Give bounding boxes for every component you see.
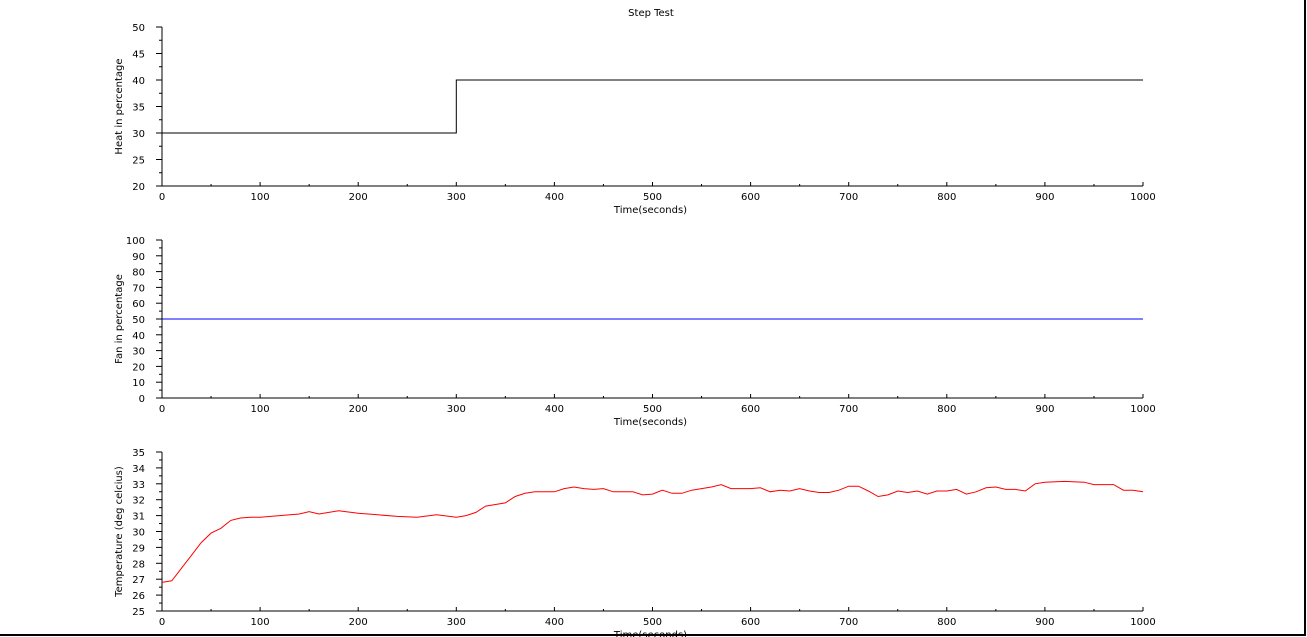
y-tick-label: 50 bbox=[132, 23, 145, 34]
y-tick-label: 26 bbox=[132, 591, 145, 602]
x-tick-label: 200 bbox=[349, 617, 368, 628]
y-tick-label: 30 bbox=[132, 129, 145, 140]
x-tick-label: 900 bbox=[1035, 617, 1054, 628]
x-tick-label: 200 bbox=[349, 404, 368, 415]
y-tick-label: 25 bbox=[132, 156, 145, 167]
x-tick-label: 0 bbox=[159, 404, 165, 415]
y-tick-label: 30 bbox=[132, 347, 145, 358]
y-tick-label: 30 bbox=[132, 528, 145, 539]
x-tick-label: 100 bbox=[251, 617, 270, 628]
x-axis-label: Time(seconds) bbox=[613, 630, 687, 637]
y-tick-label: 29 bbox=[132, 543, 145, 554]
y-tick-label: 70 bbox=[132, 283, 145, 294]
x-tick-label: 0 bbox=[159, 192, 165, 203]
y-tick-label: 20 bbox=[132, 362, 145, 373]
fan-subplot: 0 100 200 300 400 500 600 700 800 900 1000 0 10 20 30 4… bbox=[114, 236, 1156, 428]
y-tick-label: 20 bbox=[132, 182, 145, 193]
y-tick-label: 60 bbox=[132, 299, 145, 310]
y-tick-label: 90 bbox=[132, 252, 145, 263]
y-tick-label: 80 bbox=[132, 268, 145, 279]
x-tick-label: 900 bbox=[1035, 404, 1054, 415]
x-tick-label: 700 bbox=[839, 192, 858, 203]
x-tick-label: 100 bbox=[251, 404, 270, 415]
x-tick-label: 0 bbox=[159, 617, 165, 628]
y-tick-label: 0 bbox=[139, 394, 145, 405]
x-tick-label: 300 bbox=[447, 404, 466, 415]
y-tick-label: 27 bbox=[132, 575, 145, 586]
y-tick-label: 31 bbox=[132, 512, 145, 523]
heat-subplot: 0 100 200 300 400 500 600 700 800 900 1000 20 25 30 35… bbox=[114, 23, 1156, 216]
y-tick-label: 40 bbox=[132, 76, 145, 87]
x-tick-label: 500 bbox=[643, 404, 662, 415]
y-tick-label: 33 bbox=[132, 480, 145, 491]
x-tick-label: 1000 bbox=[1130, 617, 1155, 628]
y-axis-label: Fan in percentage bbox=[114, 274, 125, 364]
data-series-line bbox=[161, 480, 1144, 583]
x-tick-label: 1000 bbox=[1130, 192, 1155, 203]
y-tick-label: 34 bbox=[132, 464, 145, 475]
x-tick-label: 200 bbox=[349, 192, 368, 203]
x-tick-label: 1000 bbox=[1130, 404, 1155, 415]
y-tick-label: 40 bbox=[132, 331, 145, 342]
figure-title: Step Test bbox=[628, 8, 674, 19]
y-tick-label: 100 bbox=[126, 236, 145, 247]
x-axis-label: Time(seconds) bbox=[613, 417, 687, 428]
y-tick-label: 50 bbox=[132, 315, 145, 326]
y-tick-label: 45 bbox=[132, 50, 145, 61]
x-tick-label: 600 bbox=[741, 192, 760, 203]
x-tick-label: 800 bbox=[937, 404, 956, 415]
x-tick-label: 300 bbox=[447, 192, 466, 203]
y-tick-label: 28 bbox=[132, 559, 145, 570]
data-series-line bbox=[162, 79, 1143, 134]
x-tick-label: 600 bbox=[741, 617, 760, 628]
y-tick-label: 25 bbox=[132, 607, 145, 618]
x-tick-label: 800 bbox=[937, 617, 956, 628]
temperature-subplot: 0 100 200 300 400 500 600 700 800 900 1000 25 26 27 28… bbox=[114, 448, 1156, 637]
y-tick-label: 35 bbox=[132, 103, 145, 114]
x-tick-label: 400 bbox=[545, 192, 564, 203]
x-tick-label: 700 bbox=[839, 404, 858, 415]
y-axis-label: Temperature (deg celcius) bbox=[114, 466, 125, 598]
x-tick-label: 300 bbox=[447, 617, 466, 628]
x-tick-label: 900 bbox=[1035, 192, 1054, 203]
x-tick-label: 800 bbox=[937, 192, 956, 203]
x-tick-label: 400 bbox=[545, 617, 564, 628]
y-axis-label: Heat in percentage bbox=[114, 58, 125, 154]
x-tick-label: 700 bbox=[839, 617, 858, 628]
y-tick-label: 35 bbox=[132, 448, 145, 459]
x-tick-label: 400 bbox=[545, 404, 564, 415]
x-tick-label: 500 bbox=[643, 192, 662, 203]
x-axis-label: Time(seconds) bbox=[613, 205, 687, 216]
y-tick-label: 10 bbox=[132, 378, 145, 389]
x-tick-label: 500 bbox=[643, 617, 662, 628]
x-tick-label: 600 bbox=[741, 404, 760, 415]
y-tick-label: 32 bbox=[132, 496, 145, 507]
x-tick-label: 100 bbox=[251, 192, 270, 203]
